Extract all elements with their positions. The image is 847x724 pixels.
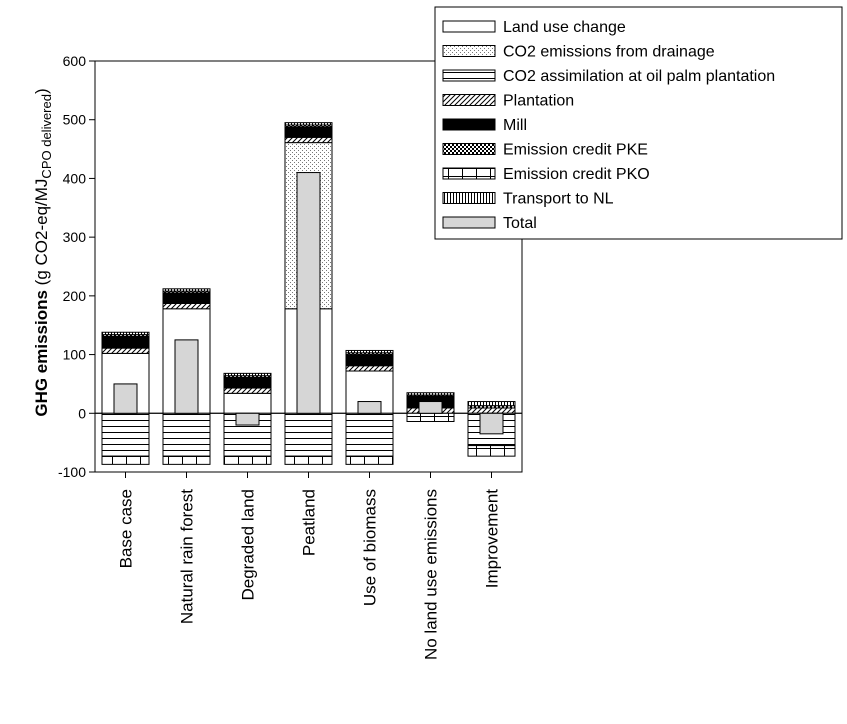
- legend-label-land-use-change: Land use change: [503, 19, 626, 36]
- legend-label-emission-credit-pke: Emission credit PKE: [503, 142, 648, 159]
- category-label-use-of-biomass: Use of biomass: [361, 489, 380, 606]
- y-tick-label: 400: [63, 170, 87, 186]
- bar-co2-assimilation-at-oil-palm-plantation: [284, 412, 333, 457]
- bar-total: [479, 412, 504, 435]
- legend-label-plantation: Plantation: [503, 93, 574, 110]
- category-label-no-land-use-emissions: No land use emissions: [422, 489, 441, 660]
- legend-label-co2-emissions-from-drainage: CO2 emissions from drainage: [503, 44, 715, 61]
- bar-emission-credit-pko: [101, 455, 150, 465]
- legend-label-total: Total: [503, 215, 537, 232]
- legend-swatch-land-use-change: [442, 20, 496, 33]
- bar-co2-assimilation-at-oil-palm-plantation: [162, 412, 211, 457]
- bar-emission-credit-pko: [467, 445, 516, 457]
- legend-swatch-emission-credit-pko: [442, 167, 496, 180]
- bar-plantation: [101, 347, 150, 354]
- legend-label-co2-assimilation-at-oil-palm-plantation: CO2 assimilation at oil palm plantation: [503, 68, 775, 85]
- bar-land-use-change: [223, 392, 272, 414]
- bar-emission-credit-pko: [223, 455, 272, 465]
- bar-co2-assimilation-at-oil-palm-plantation: [345, 412, 394, 457]
- legend-label-emission-credit-pko: Emission credit PKO: [503, 166, 650, 183]
- category-label-base-case: Base case: [117, 489, 136, 568]
- category-label-improvement: Improvement: [483, 489, 502, 588]
- category-label-peatland: Peatland: [300, 489, 319, 556]
- bar-total: [113, 383, 138, 414]
- y-tick-label: 100: [63, 347, 87, 363]
- legend-swatch-plantation: [442, 94, 496, 106]
- legend-swatch-co2-assimilation-at-oil-palm-plantation: [442, 69, 496, 82]
- bar-transport-to-nl: [223, 372, 272, 377]
- bar-mill: [345, 354, 394, 367]
- bar-transport-to-nl: [101, 331, 150, 336]
- bar-transport-to-nl: [467, 401, 516, 407]
- bar-mill: [101, 335, 150, 349]
- y-axis-title: GHG emissions (g CO2-eq/MJCPO delivered): [32, 88, 54, 416]
- y-tick-label: 500: [63, 112, 87, 128]
- bar-total: [418, 401, 443, 414]
- legend-label-transport-to-nl: Transport to NL: [503, 191, 614, 208]
- bar-plantation: [223, 387, 272, 394]
- legend-swatch-total: [442, 216, 496, 229]
- bar-emission-credit-pko: [162, 455, 211, 465]
- y-tick-label: 0: [78, 405, 86, 421]
- bar-transport-to-nl: [162, 288, 211, 292]
- y-tick-label: 300: [63, 229, 87, 245]
- bar-transport-to-nl: [406, 392, 455, 396]
- bar-mill: [162, 292, 211, 304]
- legend-swatch-mill: [442, 118, 496, 131]
- bar-emission-credit-pko: [345, 455, 394, 465]
- bar-plantation: [162, 302, 211, 310]
- legend-swatch-co2-emissions-from-drainage: [442, 45, 496, 57]
- bar-plantation: [467, 407, 516, 414]
- legend-box: [434, 6, 843, 240]
- bar-total: [174, 339, 199, 414]
- y-tick-label: 200: [63, 288, 87, 304]
- bar-plantation: [345, 365, 394, 372]
- legend-swatch-transport-to-nl: [442, 192, 496, 204]
- bar-total: [296, 172, 321, 414]
- bar-transport-to-nl: [284, 122, 333, 126]
- category-label-natural-rain-forest: Natural rain forest: [178, 489, 197, 624]
- bar-emission-credit-pko: [406, 412, 455, 423]
- bar-transport-to-nl: [345, 349, 394, 354]
- y-tick-label: 600: [63, 53, 87, 69]
- bar-total: [357, 401, 382, 414]
- legend-swatch-emission-credit-pke: [442, 143, 496, 155]
- bar-total: [235, 412, 260, 426]
- bar-mill: [223, 376, 272, 389]
- category-label-degraded-land: Degraded land: [239, 489, 258, 601]
- bar-mill: [284, 126, 333, 138]
- bar-emission-credit-pko: [284, 455, 333, 465]
- y-tick-label: -100: [58, 464, 86, 480]
- bar-plantation: [284, 136, 333, 144]
- bar-co2-assimilation-at-oil-palm-plantation: [101, 412, 150, 457]
- legend-label-mill: Mill: [503, 117, 527, 134]
